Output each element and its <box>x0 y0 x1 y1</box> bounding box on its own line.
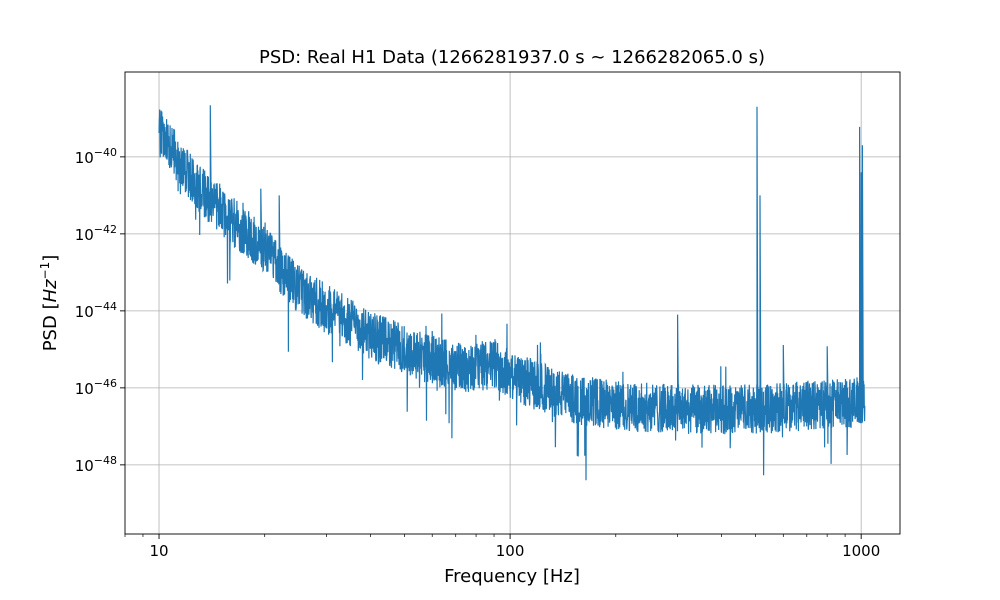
x-tick-label: 100 <box>496 542 525 560</box>
y-tick-label: 10−46 <box>75 377 117 398</box>
y-axis-label-unit: Hz <box>40 279 61 303</box>
psd-series <box>158 105 866 481</box>
grid <box>125 72 900 534</box>
chart-title: PSD: Real H1 Data (1266281937.0 s ~ 1266… <box>259 47 765 68</box>
x-tick-label: 1000 <box>842 542 880 560</box>
y-tick-base: 10 <box>75 380 94 398</box>
y-tick-base: 10 <box>75 149 94 167</box>
y-tick-exponent: −44 <box>94 300 117 313</box>
y-tick-exponent: −46 <box>94 377 117 390</box>
y-tick-label: 10−48 <box>75 454 117 475</box>
x-tick-label: 10 <box>149 542 168 560</box>
x-axis-ticks: 10 100 1000 <box>124 534 880 560</box>
y-tick-exponent: −40 <box>94 146 117 159</box>
y-tick-label: 10−44 <box>75 300 117 321</box>
y-tick-label: 10−40 <box>75 146 117 167</box>
y-tick-exponent: −48 <box>94 454 117 467</box>
y-axis-label-suffix: ] <box>40 255 61 262</box>
y-axis-label-prefix: PSD [ <box>40 302 61 351</box>
axes-frame <box>124 71 901 535</box>
y-axis-label: PSD [Hz−1] <box>38 255 61 352</box>
y-axis-label-exponent: −1 <box>38 262 52 280</box>
x-axis-label: Frequency [Hz] <box>444 566 580 587</box>
y-tick-base: 10 <box>75 226 94 244</box>
psd-line <box>158 105 866 481</box>
y-tick-exponent: −42 <box>94 223 117 236</box>
y-tick-base: 10 <box>75 303 94 321</box>
y-tick-base: 10 <box>75 457 94 475</box>
y-tick-label: 10−42 <box>75 223 117 244</box>
